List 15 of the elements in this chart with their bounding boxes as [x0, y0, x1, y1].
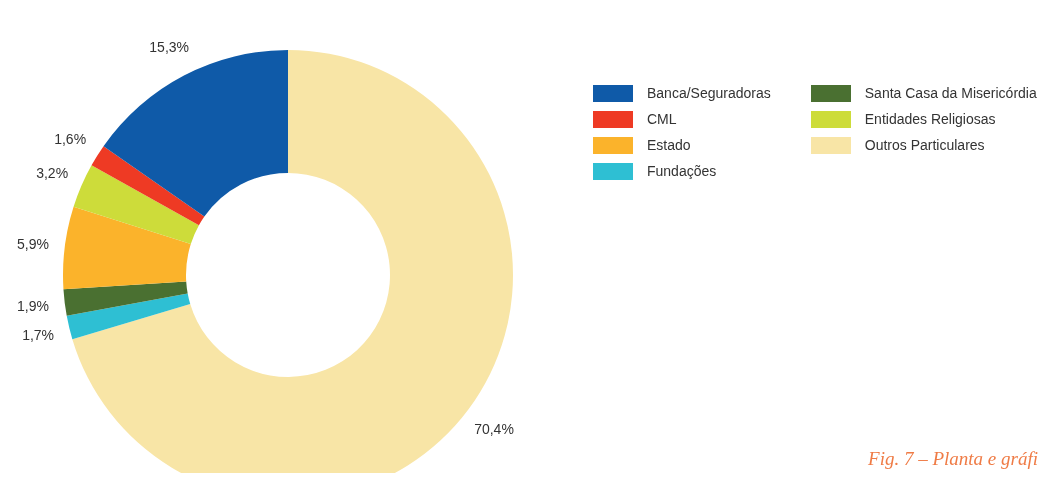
- data-label: 15,3%: [149, 39, 190, 56]
- data-label: 1,6%: [54, 130, 87, 147]
- data-label: 5,9%: [16, 235, 49, 252]
- legend-label: Outros Particulares: [863, 136, 986, 155]
- legend-label: Santa Casa da Misericórdia: [863, 84, 1037, 103]
- legend-label: Banca/Seguradoras: [646, 84, 771, 103]
- legend-label: Estado: [646, 136, 692, 155]
- data-label: 1,7%: [22, 327, 55, 343]
- caption: Fig. 7 – Planta e gráfi: [868, 448, 1038, 470]
- legend-label: Entidades Religiosas: [863, 110, 997, 129]
- legend-label: CML: [646, 110, 678, 129]
- legend-label: Fundações: [646, 162, 718, 181]
- data-label: 1,9%: [16, 298, 49, 315]
- data-label: 70,4%: [474, 420, 514, 437]
- data-label: 3,2%: [36, 164, 69, 181]
